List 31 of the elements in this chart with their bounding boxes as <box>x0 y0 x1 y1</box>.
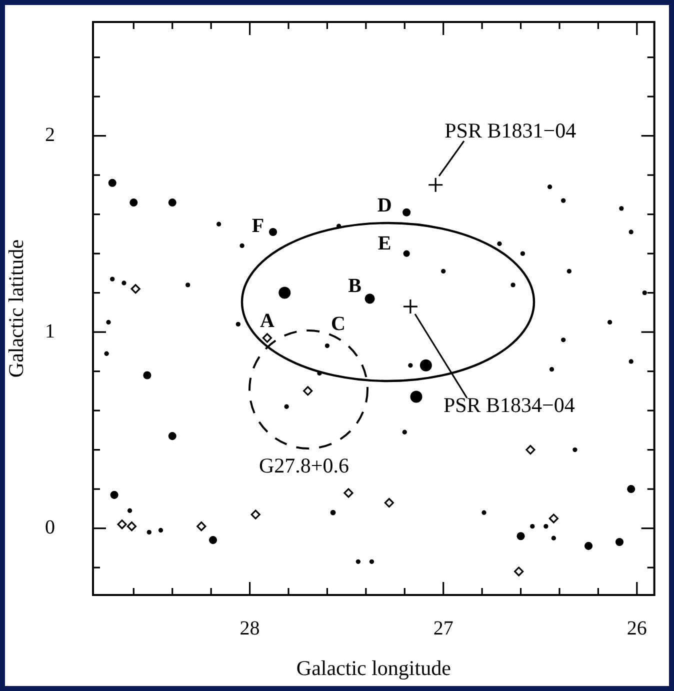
point <box>303 386 313 396</box>
annotation: D <box>377 194 392 217</box>
x-axis-title: Galactic longitude <box>296 656 451 680</box>
point <box>130 284 140 294</box>
x-tick-label: 27 <box>433 617 454 640</box>
point <box>428 177 444 193</box>
annotation: C <box>330 312 346 335</box>
y-axis-title: Galactic latitude <box>4 239 28 378</box>
point <box>126 522 137 532</box>
annotation: F <box>252 215 264 238</box>
annotation: A <box>260 310 275 332</box>
point <box>514 566 524 576</box>
point <box>526 444 536 455</box>
annotation: B <box>348 274 362 297</box>
y-tick-label: 1 <box>45 320 55 342</box>
y-tick-label: 0 <box>45 516 55 539</box>
point <box>262 333 272 343</box>
point <box>117 520 127 530</box>
x-tick-label: 26 <box>626 617 647 640</box>
y-tick-label: 2 <box>45 124 55 146</box>
x-tick-label: 28 <box>240 617 260 640</box>
point <box>402 298 418 314</box>
annotation: PSR B1834−04 <box>443 393 576 418</box>
point <box>344 488 354 498</box>
point <box>250 510 260 520</box>
point <box>196 522 206 532</box>
point <box>384 498 394 508</box>
annotation: PSR B1831−04 <box>444 118 577 142</box>
annotation: E <box>378 232 392 255</box>
annotation: G27.8+0.6 <box>258 454 350 478</box>
point <box>548 514 558 524</box>
